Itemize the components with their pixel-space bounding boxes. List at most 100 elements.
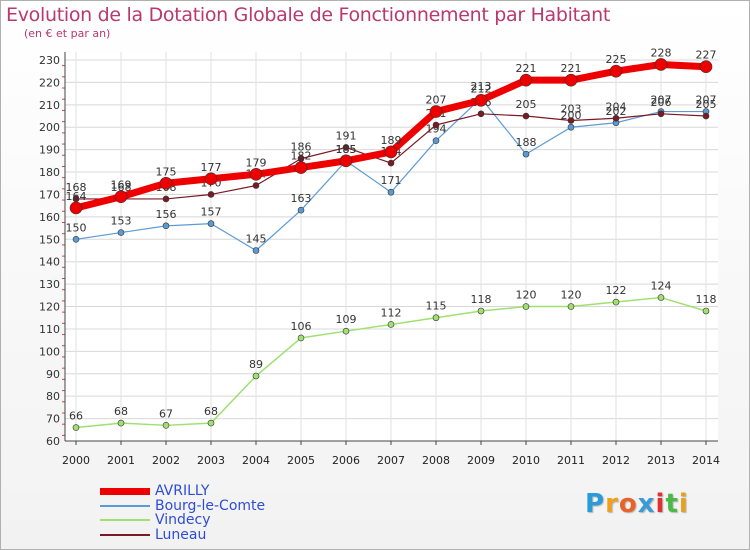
data-point-vindecy — [567, 303, 575, 310]
data-point-avrilly — [564, 73, 578, 87]
data-label-luneau: 204 — [606, 100, 627, 113]
data-point-vindecy — [72, 424, 80, 431]
data-point-avrilly — [204, 172, 218, 186]
data-label-vindecy: 115 — [426, 300, 447, 313]
x-tick-label: 2011 — [557, 454, 585, 467]
data-point-vindecy — [342, 327, 350, 335]
logo-letter: x — [637, 489, 656, 519]
data-label-avrilly: 182 — [291, 150, 312, 163]
data-label-avrilly: 177 — [201, 161, 222, 174]
data-point-bourg-le-comte — [252, 247, 260, 254]
data-label-bourg-le-comte: 171 — [381, 174, 402, 187]
data-point-bourg-le-comte — [297, 206, 305, 214]
data-label-vindecy: 120 — [561, 289, 582, 302]
data-point-luneau — [702, 112, 710, 120]
data-label-avrilly: 189 — [381, 134, 402, 147]
legend-label-vindecy: Vindecy — [155, 512, 211, 528]
data-label-vindecy: 120 — [516, 289, 537, 302]
data-label-avrilly: 185 — [336, 143, 357, 156]
data-label-vindecy: 89 — [249, 358, 263, 371]
data-point-avrilly — [69, 201, 83, 215]
data-point-luneau — [207, 191, 215, 198]
data-point-bourg-le-comte — [567, 123, 575, 131]
data-label-vindecy: 122 — [606, 284, 627, 297]
data-point-luneau — [162, 195, 170, 203]
chart-legend: AVRILLY Bourg-le-Comte Vindecy Luneau — [100, 484, 265, 542]
legend-item-avrilly: AVRILLY — [100, 484, 265, 499]
data-point-vindecy — [387, 321, 395, 328]
y-tick-label: 120 — [39, 301, 60, 314]
x-tick-label: 2004 — [242, 454, 270, 467]
data-label-bourg-le-comte: 188 — [516, 136, 537, 149]
x-tick-label: 2010 — [512, 454, 540, 467]
logo-letter: P — [585, 489, 606, 519]
logo-letter: i — [655, 489, 666, 519]
data-point-bourg-le-comte — [207, 220, 215, 227]
data-label-bourg-le-comte: 150 — [66, 221, 87, 234]
x-tick-label: 2005 — [287, 454, 315, 467]
y-tick-label: 110 — [39, 323, 60, 336]
data-label-bourg-le-comte: 157 — [201, 206, 222, 219]
data-label-avrilly: 207 — [426, 94, 447, 107]
data-label-avrilly: 227 — [696, 49, 717, 62]
y-tick-label: 220 — [39, 76, 60, 89]
data-label-avrilly: 175 — [156, 165, 177, 178]
data-point-avrilly — [609, 64, 623, 78]
y-tick-label: 140 — [39, 256, 60, 269]
data-label-vindecy: 67 — [159, 407, 173, 420]
data-point-luneau — [477, 110, 485, 118]
x-tick-label: 2014 — [692, 454, 720, 467]
data-label-bourg-le-comte: 153 — [111, 215, 132, 228]
data-label-luneau: 203 — [561, 103, 582, 116]
legend-item-bourg-le-comte: Bourg-le-Comte — [100, 498, 265, 514]
data-label-bourg-le-comte: 200 — [561, 109, 582, 122]
data-point-bourg-le-comte — [432, 137, 440, 144]
data-point-luneau — [567, 117, 575, 124]
data-point-vindecy — [432, 314, 440, 322]
data-label-avrilly: 169 — [111, 179, 132, 192]
data-label-vindecy: 124 — [651, 280, 672, 293]
y-tick-label: 170 — [39, 188, 60, 201]
data-point-luneau — [387, 159, 395, 167]
x-tick-label: 2000 — [62, 454, 90, 467]
data-point-luneau — [522, 112, 530, 120]
data-point-avrilly — [519, 73, 533, 87]
x-tick-label: 2008 — [422, 454, 450, 467]
data-label-luneau: 191 — [336, 129, 357, 142]
legend-label-avrilly: AVRILLY — [155, 483, 210, 499]
data-label-bourg-le-comte: 163 — [291, 192, 312, 205]
data-point-avrilly — [114, 190, 128, 204]
logo-letter: i — [678, 489, 689, 519]
data-label-vindecy: 118 — [471, 293, 492, 306]
data-label-bourg-le-comte: 207 — [696, 94, 717, 107]
x-tick-label: 2009 — [467, 454, 495, 467]
data-label-vindecy: 118 — [696, 293, 717, 306]
y-tick-label: 100 — [39, 345, 60, 358]
legend-swatch-bourg-le-comte — [100, 504, 150, 507]
y-tick-label: 150 — [39, 233, 60, 246]
data-label-luneau: 205 — [516, 98, 537, 111]
data-label-bourg-le-comte: 213 — [471, 80, 492, 93]
data-point-vindecy — [612, 298, 620, 306]
data-label-vindecy: 68 — [114, 405, 128, 418]
y-tick-label: 70 — [46, 413, 60, 426]
data-label-avrilly: 221 — [561, 62, 582, 75]
data-label-bourg-le-comte: 156 — [156, 208, 177, 221]
data-point-vindecy — [252, 372, 260, 380]
data-label-luneau: 205 — [696, 98, 717, 111]
data-label-bourg-le-comte: 207 — [651, 94, 672, 107]
chart-title: Evolution de la Dotation Globale de Fonc… — [6, 4, 611, 26]
data-label-avrilly: 164 — [66, 190, 87, 203]
data-point-avrilly — [429, 105, 443, 118]
legend-label-luneau: Luneau — [155, 526, 207, 543]
data-label-avrilly: 179 — [246, 156, 267, 169]
data-point-vindecy — [162, 422, 170, 429]
data-point-avrilly — [654, 58, 668, 71]
data-point-luneau — [612, 114, 620, 122]
data-label-luneau: 186 — [291, 141, 312, 154]
x-tick-label: 2002 — [152, 454, 180, 467]
data-label-vindecy: 68 — [204, 405, 218, 418]
data-label-avrilly: 228 — [651, 46, 672, 59]
data-point-avrilly — [384, 145, 398, 159]
